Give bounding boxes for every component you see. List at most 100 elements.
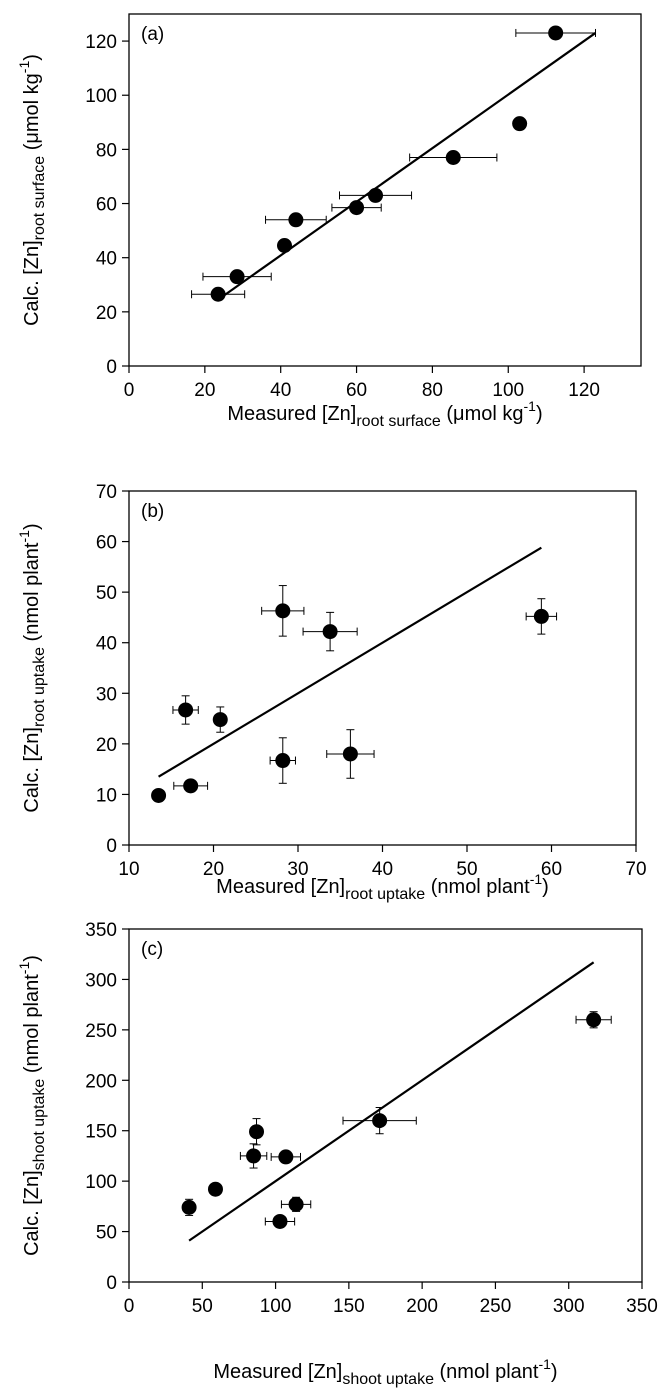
y-tick-label: 40	[96, 249, 117, 270]
y-tick-label: 0	[106, 1273, 117, 1294]
data-point-group	[264, 1213, 296, 1229]
data-point-group	[151, 787, 167, 803]
panel-label: (a)	[141, 24, 164, 45]
x-tick-label: 30	[287, 859, 308, 880]
y-tick-label: 20	[96, 735, 117, 756]
y-tick-label: 30	[96, 684, 117, 705]
x-axis-label-subscript: root surface	[356, 413, 441, 430]
panel-label: (c)	[141, 939, 163, 960]
y-tick-label: 150	[85, 1122, 117, 1143]
x-tick-label: 40	[270, 380, 291, 401]
data-point	[372, 1113, 388, 1129]
y-tick-label: 250	[85, 1021, 117, 1042]
data-point-group	[512, 116, 528, 132]
y-tick-label: 10	[96, 785, 117, 806]
x-axis-label-superscript: -1	[530, 871, 543, 887]
chart-panel-c: 0 50 100 150 200 250 300 350 0 50 100 150 200 250 300 3…	[16, 920, 658, 1388]
data-point	[445, 150, 461, 166]
data-point	[276, 238, 292, 254]
x-tick-label: 20	[194, 380, 215, 401]
y-axis-label-subscript: root surface	[31, 156, 48, 241]
y-tick-label: 60	[96, 195, 117, 216]
data-point-group	[280, 1196, 312, 1212]
x-axis-label-unit: (μmol kg	[441, 403, 524, 425]
x-tick-label: 100	[260, 1296, 292, 1317]
data-point-group	[276, 238, 292, 254]
x-axis-label: Measured [Zn]root uptake (nmol plant-1)	[216, 871, 549, 903]
fit-line	[158, 546, 542, 778]
y-axis-label-subscript: shoot uptake	[31, 1079, 48, 1171]
data-point-group	[261, 585, 305, 637]
data-point	[249, 1124, 265, 1140]
x-tick-label: 350	[626, 1296, 658, 1317]
x-tick-label: 300	[553, 1296, 585, 1317]
fit-line	[223, 32, 597, 297]
y-tick-label: 120	[85, 32, 117, 53]
y-axis-label-unit: (μmol kg	[21, 73, 43, 156]
y-axis-label-superscript: -1	[16, 962, 32, 975]
y-axis-label-unit: (nmol plant	[21, 542, 43, 647]
x-axis-label: Measured [Zn]root surface (μmol kg-1)	[227, 398, 542, 430]
y-tick-label: 60	[96, 533, 117, 554]
panel-label: (b)	[141, 501, 164, 522]
y-tick-label: 0	[106, 836, 117, 857]
x-axis-label-base: Measured [Zn]	[213, 1361, 342, 1383]
x-axis-label-base: Measured [Zn]	[216, 876, 345, 898]
y-tick-label: 50	[96, 583, 117, 604]
x-axis-label: Measured [Zn]shoot uptake (nmol plant-1)	[213, 1356, 557, 1388]
data-point-group	[191, 286, 246, 302]
data-point	[275, 753, 291, 769]
y-tick-label: 80	[96, 140, 117, 161]
y-tick-label: 100	[85, 86, 117, 107]
data-point-group	[338, 187, 413, 203]
y-axis-label-unit: (nmol plant	[21, 974, 43, 1079]
y-axis-label-close: )	[21, 54, 43, 61]
data-point-group	[342, 1107, 417, 1135]
y-axis-label-base: Calc. [Zn]	[21, 240, 43, 326]
x-tick-label: 150	[333, 1296, 365, 1317]
y-tick-label: 40	[96, 634, 117, 655]
data-point	[246, 1148, 262, 1164]
plot-frame	[128, 928, 643, 1283]
y-axis-label-superscript: -1	[16, 61, 32, 74]
chart-panel-b: 10 20 30 40 50 60 70010203040506070(b)Measured…	[16, 482, 647, 903]
y-tick-label: 100	[85, 1172, 117, 1193]
data-point-group	[207, 1181, 223, 1197]
data-point-group	[525, 598, 558, 635]
data-point	[178, 702, 194, 718]
x-axis-label-close: )	[536, 403, 543, 425]
data-point	[533, 608, 549, 624]
x-tick-label: 10	[118, 859, 139, 880]
chart-panel-a: 0 20 40 60 80 100 120 0 20 40 60 80 100 120 (a) Measure…	[16, 13, 642, 430]
x-axis-label-unit: (nmol plant	[425, 876, 530, 898]
x-tick-label: 60	[541, 859, 562, 880]
x-tick-label: 250	[480, 1296, 512, 1317]
y-axis-label-close: )	[21, 955, 43, 962]
data-point-group	[212, 706, 228, 733]
data-point-group	[202, 269, 272, 285]
data-point	[586, 1012, 602, 1028]
data-point	[275, 603, 291, 619]
y-axis-label-superscript: -1	[16, 530, 32, 543]
y-axis-label-base: Calc. [Zn]	[21, 727, 43, 813]
x-tick-label: 80	[422, 380, 443, 401]
y-axis-label: Calc. [Zn]root uptake (nmol plant-1)	[16, 523, 48, 812]
x-tick-label: 0	[124, 1296, 135, 1317]
y-tick-label: 20	[96, 303, 117, 324]
data-point	[342, 746, 358, 762]
plot-frame	[128, 13, 642, 367]
x-axis-label-subscript: root uptake	[345, 886, 425, 903]
y-tick-label: 300	[85, 970, 117, 991]
data-point-group	[239, 1143, 268, 1169]
y-tick-label: 200	[85, 1071, 117, 1092]
data-point	[322, 624, 338, 640]
data-point-group	[172, 695, 199, 725]
data-point	[368, 187, 384, 203]
data-point	[272, 1213, 288, 1229]
data-point	[288, 1196, 304, 1212]
x-tick-label: 50	[192, 1296, 213, 1317]
y-axis-label-base: Calc. [Zn]	[21, 1170, 43, 1256]
x-axis-label-close: )	[542, 876, 549, 898]
